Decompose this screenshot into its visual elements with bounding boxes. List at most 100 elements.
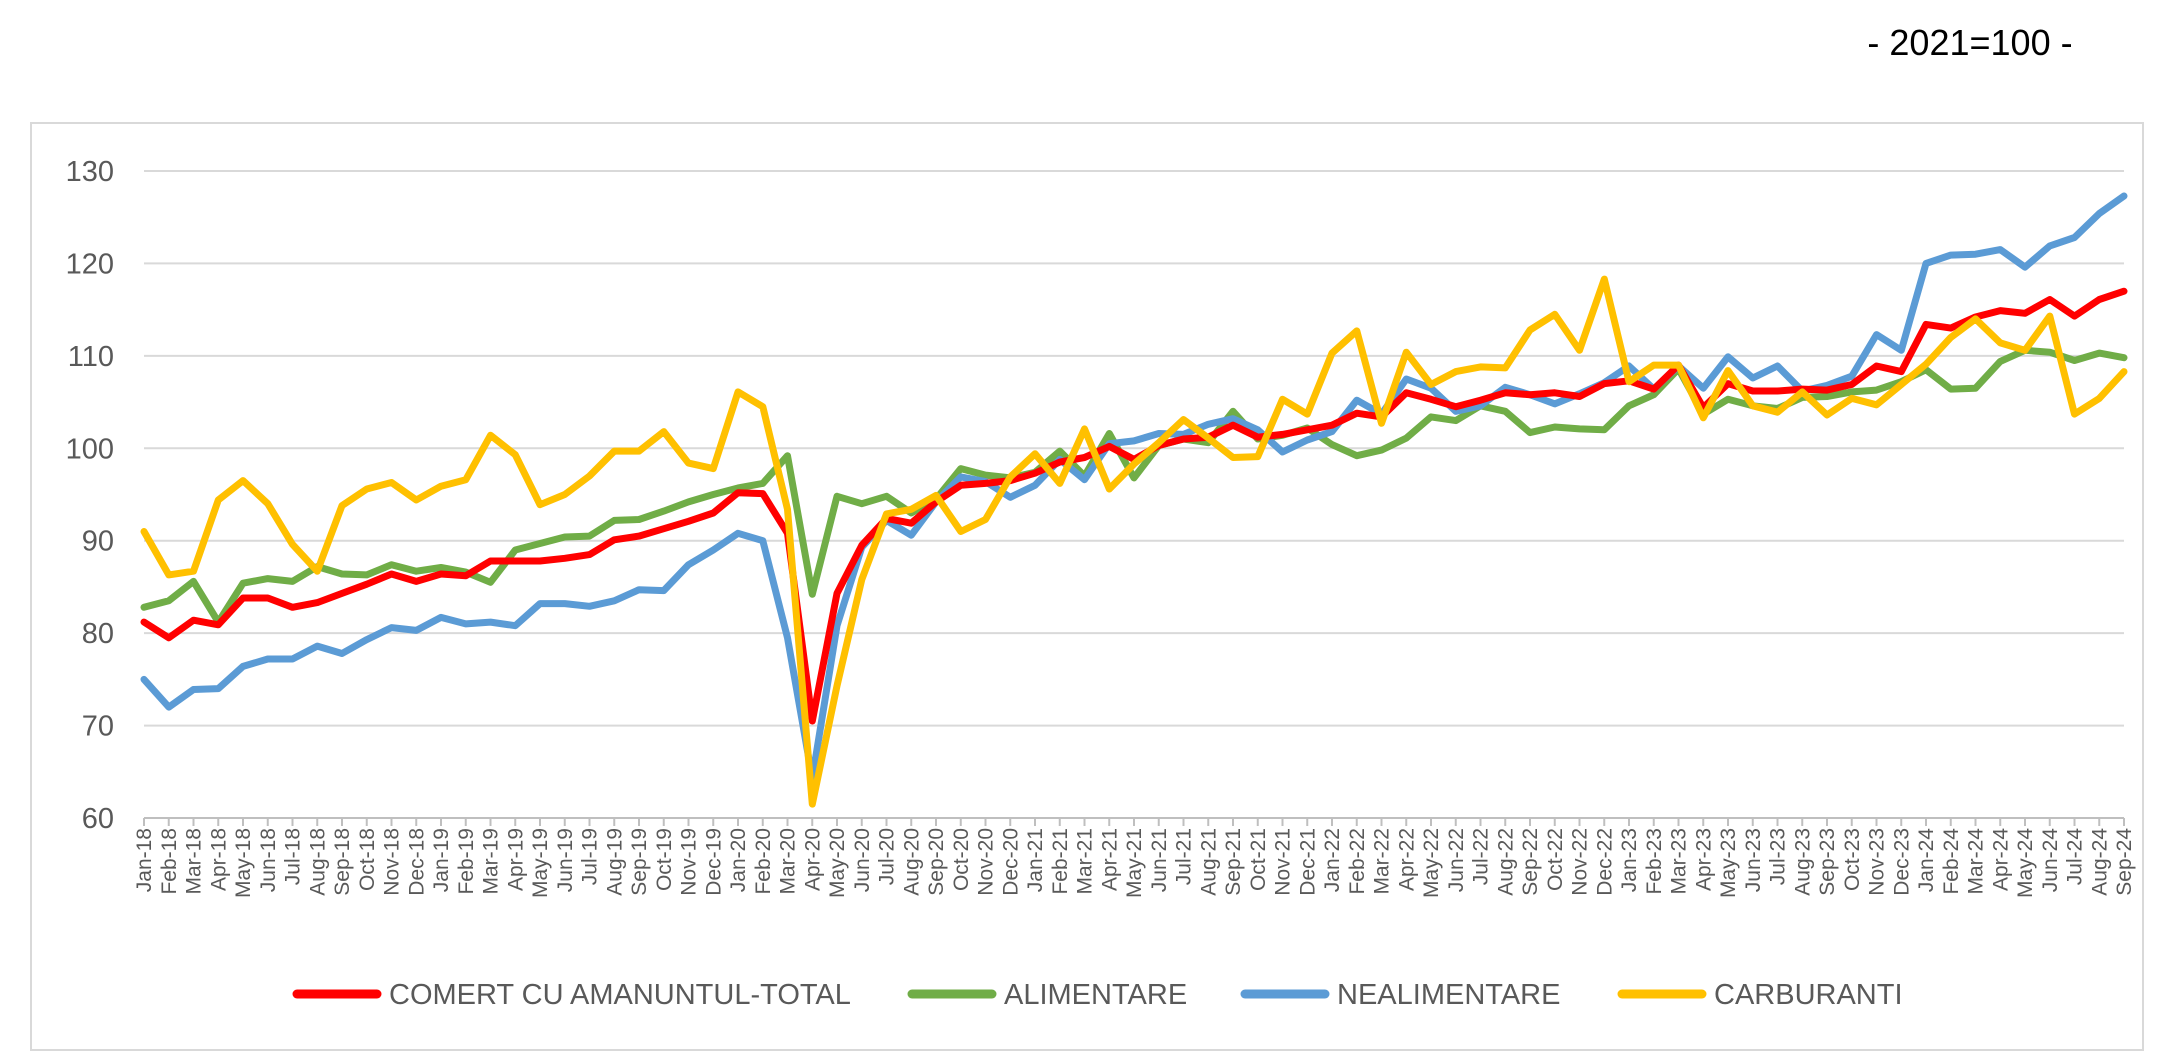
x-tick-label: Jul-20: [876, 828, 899, 885]
x-tick-label: Sep-19: [628, 828, 651, 896]
x-tick-label: Feb-18: [158, 828, 181, 895]
x-tick-label: May-19: [529, 828, 552, 898]
x-tick-label: Dec-21: [1296, 828, 1319, 896]
series-line-nealimentare: [140, 192, 2128, 782]
x-tick-label: Oct-22: [1544, 828, 1567, 891]
x-tick-label: Sep-24: [2113, 828, 2136, 896]
x-tick-label: Mar-22: [1371, 828, 1394, 895]
x-tick-label: Jan-19: [430, 828, 453, 892]
x-tick-label: Feb-20: [752, 828, 775, 895]
x-tick-label: May-24: [2014, 828, 2037, 898]
x-tick-label: Jan-18: [133, 828, 156, 892]
x-tick-label: May-20: [826, 828, 849, 898]
x-tick-label: Oct-23: [1841, 828, 1864, 891]
x-tick-label: May-18: [232, 828, 255, 898]
x-tick-label: Oct-21: [1247, 828, 1270, 891]
x-tick-label: Jul-24: [2064, 828, 2087, 886]
series-lines: [140, 192, 2128, 808]
x-tick-label: Jun-19: [554, 828, 577, 892]
x-tick-label: Jun-22: [1445, 828, 1468, 892]
x-tick-label: Dec-22: [1593, 828, 1616, 896]
legend-label: ALIMENTARE: [1004, 979, 1187, 1011]
x-tick-label: Aug-19: [603, 828, 626, 896]
series-line-carburanti: [140, 275, 2128, 808]
x-tick-label: Nov-19: [678, 828, 701, 896]
y-tick-label: 60: [82, 803, 114, 835]
gridlines: [144, 170, 2124, 727]
y-tick-label: 120: [66, 248, 114, 280]
x-tick-label: Sep-20: [925, 828, 948, 896]
x-tick-label: Feb-21: [1049, 828, 1072, 895]
x-tick-label: Mar-23: [1668, 828, 1691, 895]
base-year-note: - 2021=100 -: [1867, 22, 2073, 63]
x-tick-label: Dec-19: [702, 828, 725, 896]
x-tick-label: Apr-23: [1692, 828, 1715, 891]
x-tick-label: Mar-19: [480, 828, 503, 895]
y-tick-label: 130: [66, 156, 114, 188]
x-tick-label: Jun-21: [1148, 828, 1171, 892]
x-tick-label: Aug-20: [900, 828, 923, 896]
x-tick-label: Feb-19: [455, 828, 478, 895]
x-tick-label: Jul-23: [1767, 828, 1790, 885]
x-tick-label: Aug-21: [1197, 828, 1220, 896]
x-tick-label: Apr-24: [1989, 828, 2012, 891]
x-tick-label: Apr-21: [1098, 828, 1121, 891]
x-tick-label: Sep-22: [1519, 828, 1542, 896]
legend: COMERT CU AMANUNTUL-TOTAL ALIMENTARE NEALI…: [292, 979, 1903, 1011]
x-tick-label: Jul-22: [1470, 828, 1493, 885]
x-tick-label: Dec-20: [999, 828, 1022, 896]
x-tick-label: Jun-20: [851, 828, 874, 892]
x-tick-label: Oct-19: [653, 828, 676, 891]
x-tick-label: Apr-19: [504, 828, 527, 891]
x-tick-label: Nov-18: [381, 828, 404, 896]
y-tick-label: 70: [82, 711, 114, 743]
x-tick-label: Feb-23: [1643, 828, 1666, 895]
x-tick-label: Mar-24: [1965, 828, 1988, 895]
x-tick-label: Aug-23: [1791, 828, 1814, 896]
y-tick-label: 90: [82, 526, 114, 558]
y-tick-label: 80: [82, 618, 114, 650]
x-tick-label: Jan-24: [1915, 828, 1938, 893]
x-tick-label: Nov-23: [1866, 828, 1889, 896]
x-tick-label: Aug-18: [306, 828, 329, 896]
x-tick-label: Jun-18: [257, 828, 280, 892]
x-tick-label: Mar-20: [777, 828, 800, 895]
x-tick-label: May-21: [1123, 828, 1146, 898]
y-tick-label: 100: [66, 433, 114, 465]
x-tick-label: Aug-22: [1494, 828, 1517, 896]
x-tick-label: Oct-20: [950, 828, 973, 891]
x-tick-label: Sep-23: [1816, 828, 1839, 896]
x-tick-label: Mar-18: [183, 828, 206, 895]
x-tick-label: Sep-18: [331, 828, 354, 896]
chart-area: 60 70 80 90 100 110 120 130 Jan-18 Feb-18 Mar-18 Ap…: [30, 122, 2144, 1051]
x-tick-label: Apr-18: [207, 828, 230, 891]
x-tick-label: May-23: [1717, 828, 1740, 898]
x-tick-label: May-22: [1420, 828, 1443, 898]
x-tick-label: Jan-21: [1024, 828, 1047, 892]
x-tick-label: Dec-23: [1890, 828, 1913, 896]
x-tick-label: Jul-21: [1173, 828, 1196, 885]
x-tick-label: Aug-24: [2088, 828, 2111, 896]
x-tick-label: Nov-20: [975, 828, 998, 896]
x-tick-label: Nov-22: [1569, 828, 1592, 896]
x-tick-label: Apr-22: [1395, 828, 1418, 891]
legend-label: COMERT CU AMANUNTUL-TOTAL: [389, 979, 851, 1011]
x-tick-label: Jan-23: [1618, 828, 1641, 892]
y-axis: 60 70 80 90 100 110 120 130: [66, 156, 114, 835]
x-tick-label: Sep-21: [1222, 828, 1245, 896]
x-tick-label: Feb-22: [1346, 828, 1369, 895]
x-tick-label: Dec-18: [405, 828, 428, 896]
x-tick-label: Mar-21: [1074, 828, 1097, 895]
legend-label: CARBURANTI: [1714, 979, 1903, 1011]
legend-label: NEALIMENTARE: [1337, 979, 1560, 1011]
x-tick-label: Oct-18: [356, 828, 379, 891]
x-tick-label: Apr-20: [801, 828, 824, 891]
x-tick-label: Feb-24: [1940, 828, 1963, 895]
x-tick-label: Jun-24: [2039, 828, 2062, 893]
x-tick-label: Jul-18: [282, 828, 305, 885]
y-tick-label: 110: [68, 341, 114, 373]
x-axis: Jan-18 Feb-18 Mar-18 Apr-18 May-18 Jun-18 Jul-…: [133, 818, 2136, 898]
x-tick-label: Jan-20: [727, 828, 750, 892]
x-tick-label: Jan-22: [1321, 828, 1344, 892]
x-tick-label: Nov-21: [1272, 828, 1295, 896]
